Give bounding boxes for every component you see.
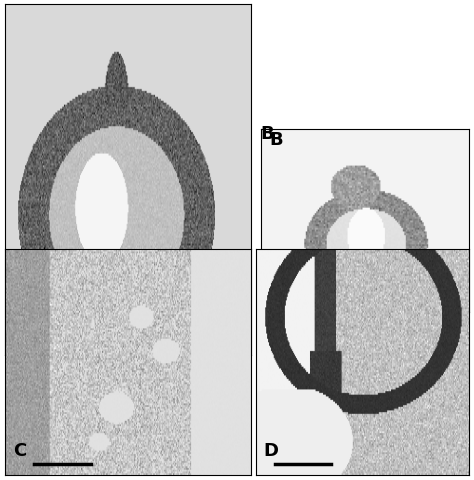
Text: B: B	[261, 125, 274, 143]
Text: C: C	[13, 441, 26, 459]
Text: D: D	[264, 441, 279, 459]
Text: A: A	[13, 307, 27, 325]
Text: B: B	[269, 131, 283, 149]
